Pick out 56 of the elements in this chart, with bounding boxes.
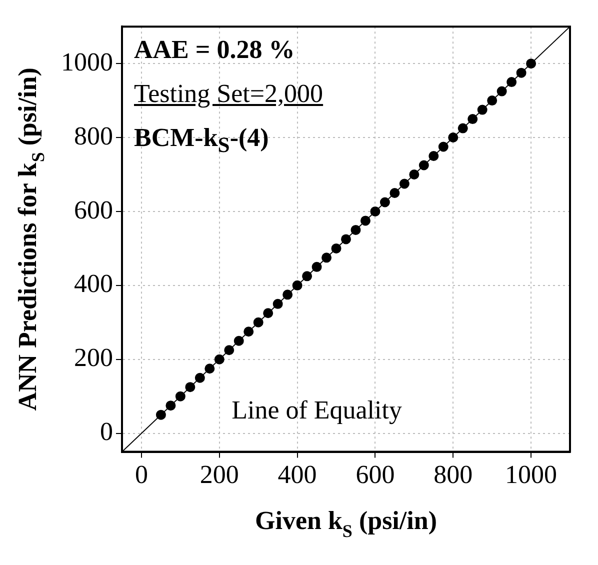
y-tick-label: 800 xyxy=(74,121,113,150)
point xyxy=(526,58,536,69)
x-tick-label: 800 xyxy=(434,460,473,490)
annotation: Testing Set=2,000 xyxy=(134,78,324,109)
point xyxy=(458,123,468,134)
point xyxy=(185,382,196,392)
point xyxy=(234,336,244,346)
x-tick-label: 200 xyxy=(200,460,239,490)
y-tick-label: 1000 xyxy=(61,47,113,76)
series-label: Line of Equality xyxy=(232,396,402,425)
point xyxy=(428,151,439,162)
point xyxy=(194,372,205,383)
x-tick-label: 400 xyxy=(278,460,317,490)
point xyxy=(214,354,224,364)
annotation: BCM-k$_{S}$-(4) xyxy=(134,122,269,158)
point xyxy=(409,169,420,180)
point xyxy=(390,188,400,198)
point xyxy=(263,308,274,318)
point xyxy=(496,86,507,96)
point xyxy=(448,132,458,143)
y-tick-label: 600 xyxy=(74,195,113,224)
point xyxy=(302,271,312,282)
point xyxy=(282,290,293,300)
point xyxy=(322,252,332,263)
x-tick-label: 600 xyxy=(356,460,395,490)
point xyxy=(272,298,283,309)
point xyxy=(506,77,517,88)
point xyxy=(380,197,390,208)
y-tick-label: 400 xyxy=(74,269,113,298)
point xyxy=(399,178,410,189)
annotation: AAE = 0.28 % xyxy=(134,34,295,65)
y-tick-label: 200 xyxy=(74,343,113,372)
point xyxy=(360,216,370,226)
y-axis-title: ANN Predictions for kS (psi/in) xyxy=(13,68,48,411)
x-tick-label: 1000 xyxy=(505,460,558,490)
point xyxy=(516,68,526,78)
y-tick-label: 0 xyxy=(100,417,113,446)
point xyxy=(204,364,215,374)
point xyxy=(438,142,448,152)
point xyxy=(341,234,351,244)
point xyxy=(292,280,302,290)
point xyxy=(350,224,361,235)
point xyxy=(253,317,264,328)
x-tick-label: 0 xyxy=(134,460,148,490)
point xyxy=(166,400,176,411)
point xyxy=(477,104,488,115)
point xyxy=(370,206,380,216)
point xyxy=(175,391,186,402)
point xyxy=(418,160,429,170)
point xyxy=(244,326,254,337)
point xyxy=(468,114,478,124)
point xyxy=(331,243,342,254)
point xyxy=(487,96,498,106)
point xyxy=(224,345,234,356)
point xyxy=(312,262,322,272)
point xyxy=(156,410,166,420)
